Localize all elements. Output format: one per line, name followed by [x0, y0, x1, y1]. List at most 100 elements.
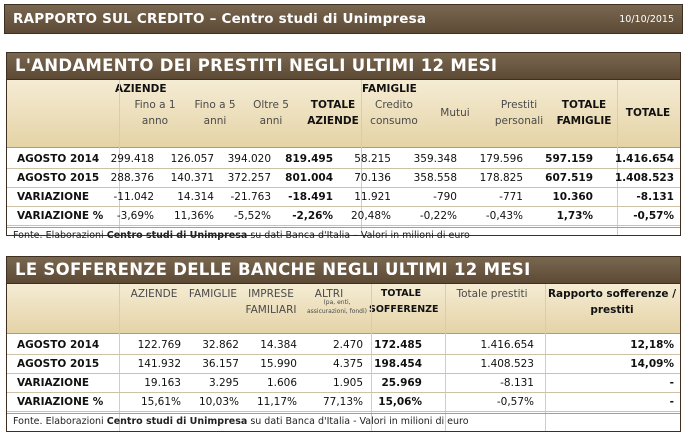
col-altri: ALTRI [314, 288, 344, 300]
sofferenze-panel: LE SOFFERENZE DELLE BANCHE NEGLI ULTIMI … [6, 256, 681, 432]
col-totale-sofferenze: TOTALE SOFFERENZE [369, 288, 439, 315]
cell: -8.131 [500, 377, 534, 389]
cell: -0,57% [496, 396, 534, 408]
col-totale-aziende: TOTALE AZIENDE [307, 99, 359, 127]
cell: 10.360 [552, 191, 593, 203]
row-label: AGOSTO 2014 [17, 153, 100, 165]
cell: 12,18% [630, 339, 674, 351]
cell: 11.921 [354, 191, 391, 203]
sofferenze-title: LE SOFFERENZE DELLE BANCHE NEGLI ULTIMI … [15, 260, 531, 279]
cell: 1.408.523 [480, 358, 534, 370]
cell: 372.257 [227, 172, 271, 184]
cell: 14,09% [630, 358, 674, 370]
group-aziende: AZIENDE [115, 83, 167, 95]
cell: 2.470 [332, 339, 363, 351]
cell: 1.416.654 [480, 339, 534, 351]
cell: -771 [499, 191, 523, 203]
cell: 14.384 [260, 339, 297, 351]
table-row: VARIAZIONE 19.163 3.295 1.606 1.905 25.9… [7, 374, 680, 393]
cell: -2,26% [292, 210, 333, 222]
row-label: AGOSTO 2015 [17, 358, 100, 370]
prestiti-title-bar: L'ANDAMENTO DEI PRESTITI NEGLI ULTIMI 12… [7, 53, 680, 80]
table-row: VARIAZIONE % 15,61% 10,03% 11,17% 77,13%… [7, 393, 680, 412]
prestiti-panel: L'ANDAMENTO DEI PRESTITI NEGLI ULTIMI 12… [6, 52, 681, 241]
cell: 32.862 [202, 339, 239, 351]
source-prefix: Fonte. Elaborazioni [13, 416, 107, 427]
group-famiglie: FAMIGLIE [362, 83, 417, 95]
table-row: AGOSTO 2014 299.418 126.057 394.020 819.… [7, 150, 680, 169]
sofferenze-title-bar: LE SOFFERENZE DELLE BANCHE NEGLI ULTIMI … [7, 257, 680, 284]
cell: 58.215 [354, 153, 391, 165]
col-aziende: AZIENDE [130, 288, 178, 300]
cell: 1.905 [332, 377, 363, 389]
col-fino-5-anni: Fino a 5 anni [194, 99, 236, 127]
cell: 1,73% [556, 210, 593, 222]
cell: 25.969 [381, 377, 422, 389]
table-row: VARIAZIONE -11.042 14.314 -21.763 -18.49… [7, 188, 680, 207]
cell: -0,57% [633, 210, 674, 222]
cell: - [669, 377, 674, 389]
row-label: AGOSTO 2014 [17, 339, 100, 351]
cell: 172.485 [374, 339, 422, 351]
cell: 15.990 [260, 358, 297, 370]
prestiti-source-note: Fonte. Elaborazioni Centro studi di Unim… [7, 227, 680, 243]
row-label: VARIAZIONE % [17, 210, 104, 222]
cell: 10,03% [198, 396, 239, 408]
cell: 607.519 [545, 172, 593, 184]
col-altri-note: (pa, enti, assicurazioni, fondi) [306, 299, 367, 315]
table-row: AGOSTO 2015 288.376 140.371 372.257 801.… [7, 169, 680, 188]
table-row: AGOSTO 2014 122.769 32.862 14.384 2.470 … [7, 336, 680, 355]
source-suffix: su dati Banca d'Italia – Valori in milio… [247, 230, 470, 241]
col-prestiti-personali: Prestiti personali [494, 99, 544, 127]
cell: 20,48% [350, 210, 391, 222]
cell: -8.131 [636, 191, 674, 203]
cell: -3,69% [116, 210, 154, 222]
prestiti-table-header: AZIENDE FAMIGLIE Fino a 1 anno Fino a 5 … [7, 80, 680, 148]
source-bold: Centro studi di Unimpresa [106, 230, 248, 241]
cell: 288.376 [110, 172, 154, 184]
cell: 801.004 [285, 172, 333, 184]
cell: 4.375 [332, 358, 363, 370]
cell: -790 [433, 191, 457, 203]
cell: 358.558 [413, 172, 457, 184]
col-totale: TOTALE [625, 107, 671, 119]
cell: 179.596 [479, 153, 523, 165]
report-title: RAPPORTO SUL CREDITO – Centro studi di U… [13, 11, 427, 27]
cell: -21.763 [230, 191, 271, 203]
sofferenze-table-header: AZIENDE FAMIGLIE IMPRESE FAMILIARI ALTRI… [7, 284, 680, 334]
col-totale-famiglie: TOTALE FAMIGLIE [556, 99, 612, 127]
source-prefix: Fonte. Elaborazioni [13, 230, 107, 241]
col-famiglie: FAMIGLIE [188, 288, 238, 300]
cell: -0,43% [485, 210, 523, 222]
cell: 1.408.523 [614, 172, 674, 184]
cell: 198.454 [374, 358, 422, 370]
cell: 1.606 [266, 377, 297, 389]
col-mutui: Mutui [440, 107, 470, 119]
col-imprese-familiari: IMPRESE FAMILIARI [245, 288, 297, 316]
cell: 19.163 [144, 377, 181, 389]
col-fino-1-anno: Fino a 1 anno [134, 99, 176, 127]
source-suffix: su dati Banca d'Italia - Valori in milio… [247, 416, 469, 427]
cell: 15,06% [378, 396, 422, 408]
row-label: VARIAZIONE % [17, 396, 104, 408]
report-date: 10/10/2015 [619, 14, 674, 25]
cell: 359.348 [413, 153, 457, 165]
table-row: AGOSTO 2015 141.932 36.157 15.990 4.375 … [7, 355, 680, 374]
report-header: RAPPORTO SUL CREDITO – Centro studi di U… [4, 4, 683, 34]
cell: 597.159 [545, 153, 593, 165]
cell: 141.932 [137, 358, 181, 370]
cell: 11,17% [256, 396, 297, 408]
cell: 140.371 [170, 172, 214, 184]
row-label: VARIAZIONE [17, 191, 90, 203]
sofferenze-source-note: Fonte. Elaborazioni Centro studi di Unim… [7, 413, 680, 429]
prestiti-table: AZIENDE FAMIGLIE Fino a 1 anno Fino a 5 … [7, 80, 680, 241]
cell: 15,61% [140, 396, 181, 408]
cell: 14.314 [177, 191, 214, 203]
cell: 178.825 [479, 172, 523, 184]
cell: 122.769 [137, 339, 181, 351]
col-oltre-5-anni: Oltre 5 anni [253, 99, 289, 127]
cell: 1.416.654 [614, 153, 674, 165]
cell: -18.491 [288, 191, 333, 203]
sofferenze-table: AZIENDE FAMIGLIE IMPRESE FAMILIARI ALTRI… [7, 284, 680, 431]
cell: 126.057 [170, 153, 214, 165]
